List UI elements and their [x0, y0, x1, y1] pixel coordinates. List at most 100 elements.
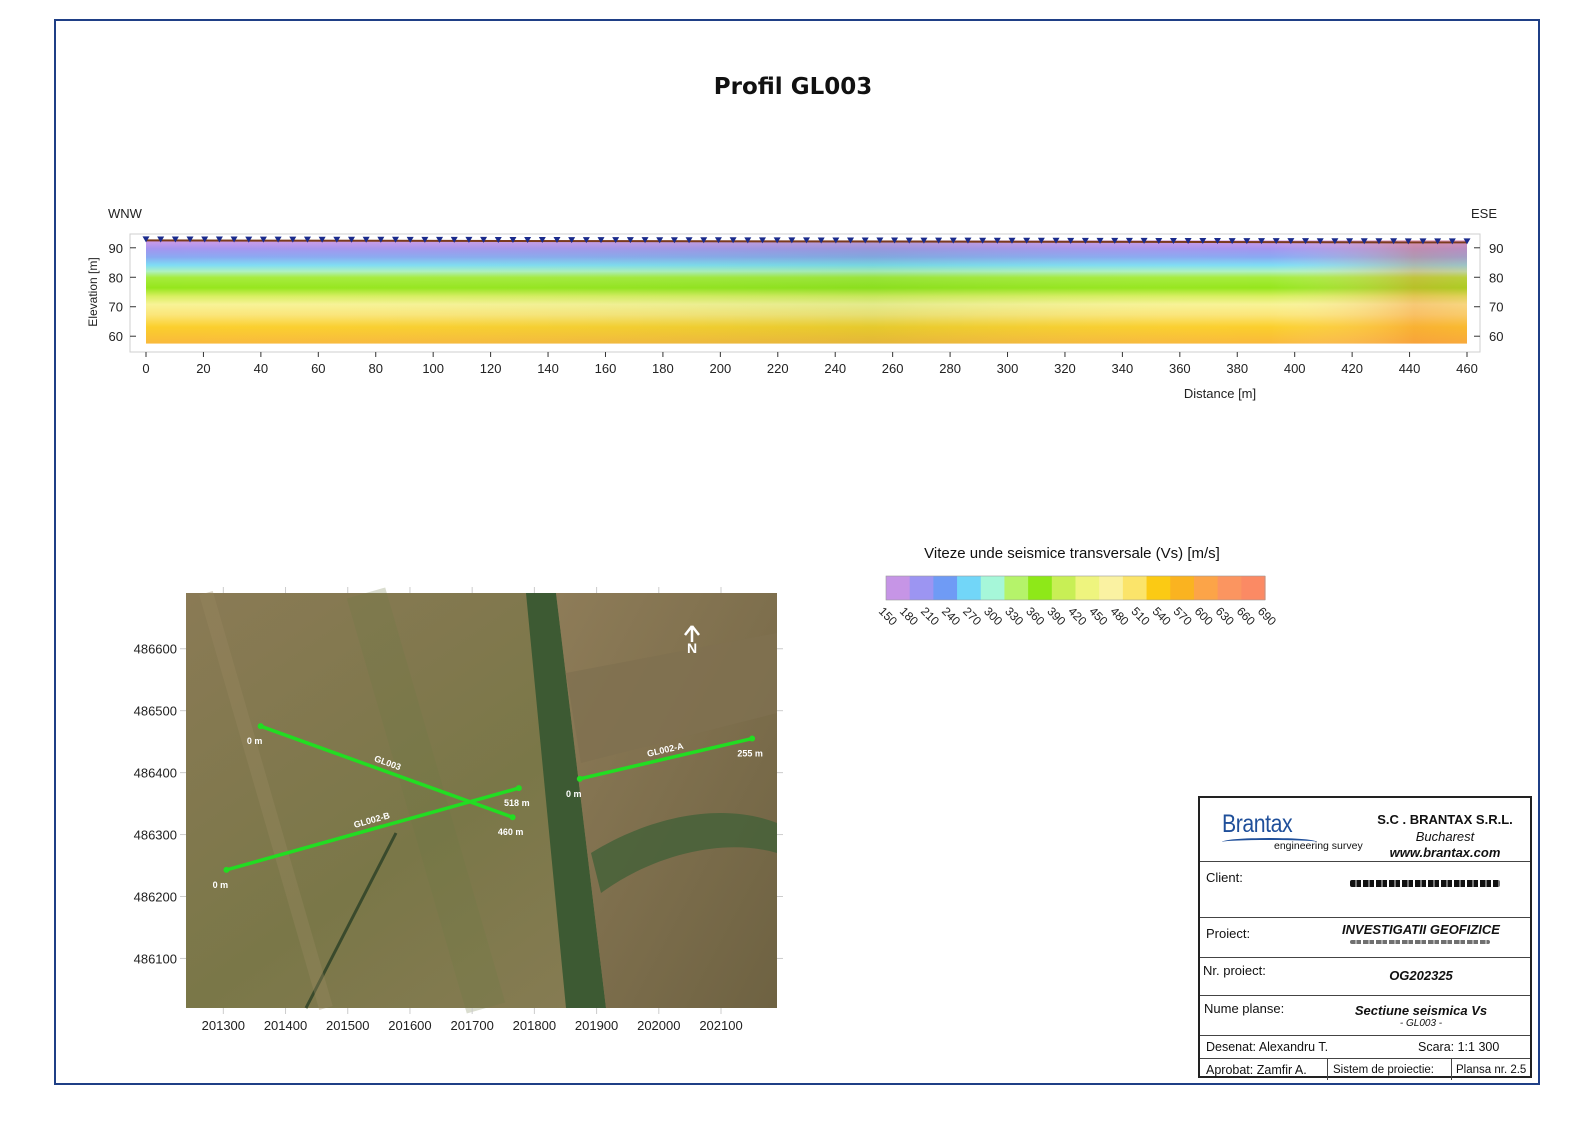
colorbar-border — [885, 575, 1266, 601]
receiver-marker — [480, 236, 488, 243]
receiver-marker — [465, 236, 473, 243]
sheet-number: Plansa nr. 2.5 — [1456, 1064, 1527, 1076]
colorbar-tick-label: 210 — [918, 604, 942, 628]
receiver-marker — [347, 236, 355, 243]
field-stripe — [199, 591, 333, 1010]
receiver-marker — [1169, 237, 1177, 244]
x-tick-label: 140 — [537, 361, 559, 376]
receiver-marker — [641, 237, 649, 244]
receiver-marker — [949, 237, 957, 244]
receiver-marker — [729, 237, 737, 244]
receiver-marker — [186, 236, 194, 243]
y-axis-label: Elevation [m] — [86, 257, 100, 326]
project-row: Proiect: INVESTIGATII GEOFIZICE — [1200, 917, 1530, 957]
x-tick-label: 400 — [1284, 361, 1306, 376]
survey-line-end-point — [515, 785, 522, 792]
x-tick-label: 320 — [1054, 361, 1076, 376]
receiver-marker — [891, 237, 899, 244]
drawn-by: Desenat: Alexandru T. — [1206, 1040, 1329, 1054]
x-tick-label: 20 — [196, 361, 210, 376]
colorbar-segment — [980, 576, 1006, 600]
north-label: N — [687, 640, 697, 656]
colorbar-tick-label: 480 — [1107, 604, 1131, 628]
receiver-marker — [1316, 238, 1324, 245]
survey-line-start-point — [576, 775, 583, 782]
receiver-marker — [230, 236, 238, 243]
colorbar-tick-label: 690 — [1255, 604, 1279, 628]
receiver-marker — [1243, 238, 1251, 245]
receiver-marker — [553, 237, 561, 244]
receiver-marker — [1111, 237, 1119, 244]
receiver-marker — [436, 236, 444, 243]
map-y-tick-label: 486100 — [134, 951, 177, 966]
receiver-marker — [993, 237, 1001, 244]
receiver-marker — [259, 236, 267, 243]
receiver-marker — [377, 236, 385, 243]
x-tick-label: 120 — [480, 361, 502, 376]
tree-line-strip — [526, 593, 606, 1008]
x-tick-label: 160 — [595, 361, 617, 376]
receiver-marker — [1375, 238, 1383, 245]
receiver-marker — [318, 236, 326, 243]
x-tick-label: 40 — [254, 361, 268, 376]
y-tick-label-right: 90 — [1489, 241, 1503, 256]
receiver-marker — [612, 237, 620, 244]
x-tick-label: 60 — [311, 361, 325, 376]
receiver-marker — [803, 237, 810, 244]
receiver-marker — [744, 237, 752, 244]
survey-line-gl002-b — [225, 786, 520, 872]
survey-line-end-label: 518 m — [504, 798, 530, 808]
company-name: S.C . BRANTAX S.R.L. — [1377, 812, 1513, 827]
receiver-marker — [333, 236, 341, 243]
receiver-marker — [626, 237, 634, 244]
colorbar-segment — [1193, 576, 1219, 600]
receiver-marker — [1155, 237, 1163, 244]
colorbar-tick-label: 420 — [1065, 604, 1089, 628]
survey-line-start-label: 0 m — [566, 789, 582, 799]
receiver-marker — [1052, 237, 1060, 244]
x-tick-label: 360 — [1169, 361, 1191, 376]
field-stripe — [346, 587, 506, 1014]
colorbar-segment — [1099, 576, 1124, 600]
map-y-tick-label: 486500 — [134, 704, 177, 719]
survey-line-start-point — [257, 723, 264, 730]
receiver-marker — [1302, 238, 1310, 245]
colorbar-tick-label: 450 — [1086, 604, 1110, 628]
projection-system: Sistem de proiectie: — [1328, 1059, 1452, 1080]
logo-tagline: engineering survey — [1274, 840, 1363, 852]
x-tick-label: 280 — [939, 361, 961, 376]
colorbar-segment — [957, 576, 982, 600]
orientation-left-label: WNW — [108, 206, 143, 221]
colorbar-tick-label: 390 — [1044, 604, 1068, 628]
receiver-marker — [1463, 238, 1471, 245]
orientation-right-label: ESE — [1471, 206, 1497, 221]
y-tick-label-left: 60 — [109, 329, 123, 344]
receiver-marker — [274, 236, 282, 243]
colorbar-segment — [933, 576, 958, 600]
x-tick-label: 200 — [709, 361, 731, 376]
project-no-row: Nr. proiect: OG202325 — [1200, 957, 1530, 995]
north-arrow-icon — [684, 625, 700, 642]
sheet-frame — [54, 19, 1540, 1085]
x-tick-label: 260 — [882, 361, 904, 376]
survey-line-start-point — [223, 866, 230, 873]
receiver-marker — [685, 237, 693, 244]
y-tick-label-right: 80 — [1489, 270, 1503, 285]
receiver-marker — [1434, 238, 1442, 245]
y-tick-label-left: 90 — [109, 241, 123, 256]
colorbar-tick-label: 240 — [939, 604, 963, 628]
colorbar-segment — [1170, 576, 1195, 600]
x-tick-label: 460 — [1456, 361, 1478, 376]
receiver-marker — [157, 236, 165, 243]
colorbar-tick-label: 300 — [981, 604, 1005, 628]
profile-plot-frame — [129, 233, 1481, 353]
field-parcel — [566, 633, 777, 763]
colorbar-segment — [1217, 576, 1242, 600]
map-y-tick-label: 486300 — [134, 828, 177, 843]
map-x-tick-label: 201900 — [575, 1018, 618, 1033]
receiver-marker — [905, 237, 913, 244]
x-tick-label: 300 — [997, 361, 1019, 376]
x-tick-label: 420 — [1341, 361, 1363, 376]
receiver-marker — [142, 236, 150, 243]
brantax-logo: Brantax — [1222, 810, 1293, 839]
